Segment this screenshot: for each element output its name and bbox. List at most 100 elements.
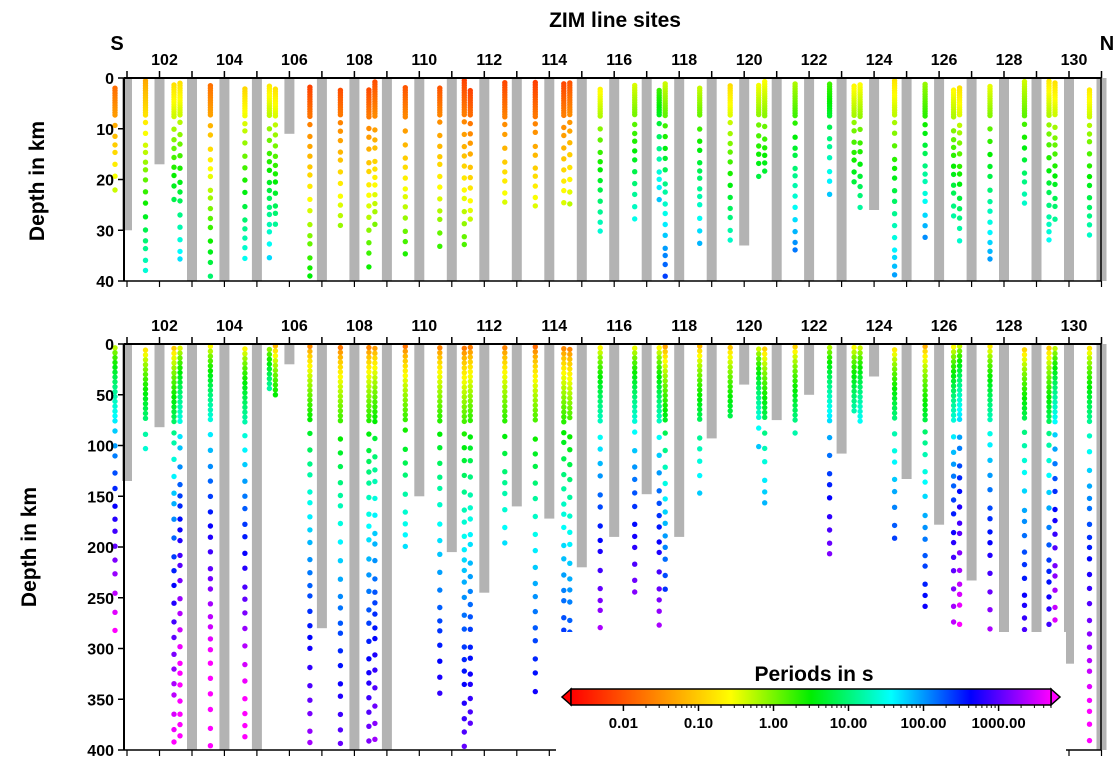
site-dot: [656, 524, 662, 530]
site-dot: [1046, 579, 1052, 585]
site-dot: [851, 354, 857, 360]
site-dot: [826, 471, 833, 477]
site-dot: [402, 460, 408, 466]
site-dot: [372, 495, 378, 502]
site-dot: [177, 418, 183, 424]
site-dot: [1086, 683, 1093, 690]
site-dot: [950, 554, 957, 560]
site-dot: [467, 378, 473, 385]
site-dot: [366, 114, 372, 120]
site-dot: [987, 472, 993, 478]
site-bar: [576, 344, 587, 568]
site-dot: [112, 393, 118, 400]
site-dot: [337, 648, 344, 654]
site-dot: [857, 394, 863, 400]
site-dot: [956, 434, 963, 440]
site-bar: [739, 78, 750, 246]
site-bar: [284, 344, 295, 365]
site-dot: [372, 166, 378, 172]
site-dot: [207, 132, 214, 138]
site-dot: [1046, 389, 1052, 395]
site-dot: [1021, 405, 1028, 411]
site-dot: [532, 625, 538, 631]
site-dot: [532, 368, 538, 374]
site-dot: [950, 378, 957, 384]
site-dot: [307, 373, 313, 379]
site-dot: [1021, 429, 1028, 435]
site-dot: [437, 398, 443, 405]
site-dot: [1046, 413, 1052, 420]
site-dot: [632, 413, 638, 420]
site-dot: [1086, 369, 1093, 376]
site-dot: [402, 228, 408, 234]
site-dot: [532, 407, 538, 413]
site-dot: [366, 537, 372, 543]
site-dot: [307, 265, 313, 271]
site-dot: [437, 119, 443, 125]
site-dot: [266, 179, 273, 186]
site-dot: [1086, 721, 1093, 727]
site-dot: [171, 384, 177, 391]
site-dot: [532, 417, 538, 423]
site-dot: [632, 448, 638, 454]
site-dot: [826, 418, 833, 424]
site-dot: [922, 142, 928, 148]
site-dot: [697, 490, 703, 496]
site-dot: [272, 132, 279, 138]
site-dot: [826, 191, 833, 197]
site-dot: [177, 379, 183, 385]
site-dot: [112, 359, 118, 366]
site-dot: [561, 524, 567, 531]
site-dot: [632, 389, 638, 395]
site-dot: [337, 630, 344, 636]
site-dot: [1052, 617, 1058, 623]
site-dot: [792, 120, 798, 126]
colorbar-tick-label: 1000.00: [971, 715, 1025, 732]
site-dot: [656, 569, 662, 575]
site-dot: [632, 350, 638, 356]
site-dot: [656, 488, 662, 494]
site-dot: [727, 214, 733, 221]
site-dot: [727, 130, 733, 137]
site-dot: [1052, 399, 1058, 405]
site-dot: [307, 183, 313, 189]
site-dot: [502, 159, 508, 165]
site-dot: [727, 119, 733, 126]
site-dot: [950, 449, 957, 455]
site-dot: [922, 469, 928, 475]
site-dot: [950, 412, 957, 418]
site-dot: [1021, 626, 1028, 633]
site-dot: [597, 369, 603, 375]
site-dot: [826, 393, 833, 399]
y-tick-label: 250: [87, 591, 114, 608]
site-dot: [987, 402, 993, 408]
site-dot: [467, 560, 473, 566]
site-dot: [632, 589, 638, 595]
site-dot: [762, 346, 768, 352]
x-tick-label: 116: [606, 318, 632, 335]
site-dot: [402, 397, 408, 403]
site-dot: [597, 219, 603, 225]
site-dot: [561, 156, 567, 162]
site-dot: [502, 364, 508, 370]
site-dot: [597, 607, 603, 613]
y-tick-label: 200: [87, 540, 114, 557]
site-dot: [437, 618, 443, 624]
site-dot: [656, 586, 662, 592]
site-dot: [851, 139, 857, 145]
site-dot: [461, 418, 467, 425]
site-dot: [461, 404, 467, 410]
site-dot: [597, 567, 603, 574]
site-dot: [272, 387, 279, 393]
site-dot: [142, 238, 149, 244]
site-dot: [662, 378, 668, 384]
site-dot: [337, 418, 344, 424]
site-bar: [706, 344, 717, 439]
site-dot: [177, 627, 183, 633]
site-dot: [112, 350, 118, 356]
site-dot: [532, 194, 538, 201]
site-dot: [242, 643, 248, 649]
site-dot: [632, 533, 638, 540]
site-dot: [467, 681, 473, 687]
